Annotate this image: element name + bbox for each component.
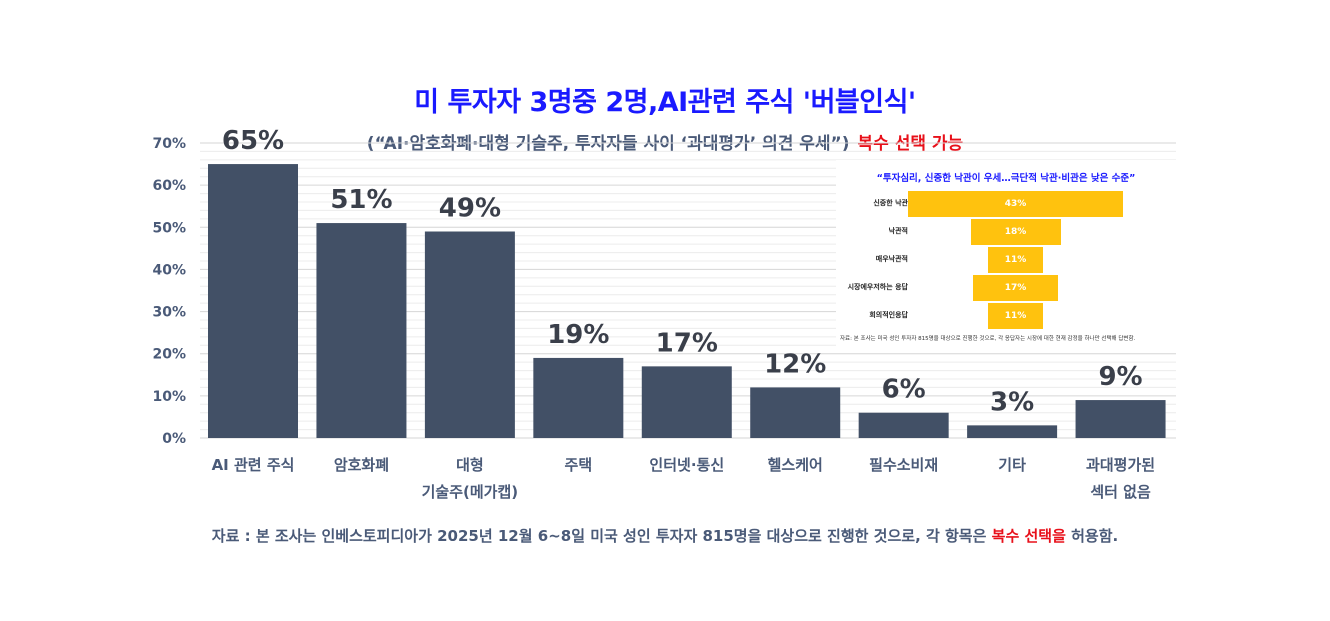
chart-subtitle: (“AI·암호화폐·대형 기술주, 투자자들 사이 ‘과대평가’ 의견 우세”) [366, 134, 850, 154]
source-note-text: 자료 : 본 조사는 인베스토피디아가 2025년 12월 6~8일 미국 성인… [211, 527, 992, 545]
y-tick-label: 60% [152, 178, 186, 194]
inset-category-label: 매우낙관적 [875, 255, 908, 263]
category-label: 헬스케어 [768, 456, 823, 474]
inset-row: 매우낙관적 11% [836, 247, 1176, 273]
bar-value-label: 6% [882, 375, 926, 405]
bar [533, 357, 624, 438]
inset-row: 시장에우저하는 응답 17% [836, 275, 1176, 301]
sentiment-inset-chart: “투자심리, 신중한 낙관이 우세…극단적 낙관·비관은 낮은 수준” 자료: … [836, 160, 1176, 350]
category-label: 섹터 없음 [1090, 483, 1151, 501]
multi-select-note: 복수 선택 가능 [857, 134, 964, 154]
y-tick-label: 20% [152, 347, 186, 363]
category-label: AI 관련 주식 [212, 456, 295, 474]
inset-category-label: 신중한 낙관 [873, 199, 908, 207]
bar [750, 387, 841, 438]
bars [208, 164, 1166, 439]
category-label: 기타 [998, 456, 1026, 474]
value-labels: 65% 51% 49% 19% 17% 12% 6% 3% 9% [222, 126, 1143, 417]
y-tick-label: 50% [152, 220, 186, 236]
bar-value-label: 51% [330, 185, 392, 215]
bar [316, 223, 407, 438]
inset-value-label: 11% [1004, 311, 1027, 321]
inset-bar: 11% [988, 303, 1043, 329]
inset-value-label: 11% [1004, 255, 1027, 265]
y-tick-label: 40% [152, 262, 186, 278]
inset-category-label: 회의적인응답 [869, 311, 908, 319]
inset-bar: 18% [970, 219, 1061, 245]
inset-row: 낙관적 18% [836, 219, 1176, 245]
y-tick-label: 10% [152, 389, 186, 405]
inset-row: 회의적인응답 11% [836, 303, 1176, 329]
y-axis-ticks: 0% 10% 20% 30% 40% 50% 60% 70% [152, 136, 186, 447]
inset-value-label: 18% [1004, 227, 1027, 237]
bar-value-label: 12% [764, 349, 826, 379]
bar-value-label: 19% [547, 320, 609, 350]
source-note: 자료 : 본 조사는 인베스토피디아가 2025년 12월 6~8일 미국 성인… [0, 525, 1330, 546]
category-label: 과대평가된 [1086, 456, 1155, 474]
bar-value-label: 65% [222, 126, 284, 156]
bar-value-label: 9% [1098, 362, 1142, 392]
y-tick-label: 0% [162, 431, 186, 447]
inset-value-label: 43% [1004, 199, 1027, 209]
inset-footnote: 자료: 본 조사는 미국 성인 투자자 815명을 대상으로 진행한 것으로, … [840, 336, 1136, 342]
source-note-suffix: 허용함. [1065, 527, 1119, 545]
inset-value-label: 17% [1004, 283, 1027, 293]
bar [858, 412, 949, 438]
source-note-highlight: 복수 선택을 [991, 527, 1066, 545]
bar-value-label: 49% [439, 194, 501, 224]
y-tick-label: 30% [152, 305, 186, 321]
inset-bar: 17% [973, 275, 1058, 301]
bar-value-label: 17% [656, 328, 718, 358]
inset-bar: 43% [908, 191, 1123, 217]
inset-category-label: 낙관적 [888, 227, 908, 235]
bar [1075, 400, 1166, 438]
bar [208, 164, 298, 439]
inset-category-label: 시장에우저하는 응답 [847, 283, 908, 291]
y-tick-label: 70% [152, 136, 186, 152]
category-label: 필수소비재 [869, 456, 938, 474]
bar [641, 366, 732, 438]
category-label: 주택 [565, 456, 593, 474]
category-label: 암호화폐 [334, 456, 389, 474]
inset-bar: 11% [988, 247, 1043, 273]
bar [424, 231, 515, 438]
bar-value-label: 3% [990, 387, 1034, 417]
inset-title: “투자심리, 신중한 낙관이 우세…극단적 낙관·비관은 낮은 수준” [876, 173, 1136, 184]
subtitle-row: (“AI·암호화폐·대형 기술주, 투자자들 사이 ‘과대평가’ 의견 우세”)… [0, 129, 1330, 154]
inset-row: 신중한 낙관 43% [836, 191, 1176, 217]
chart-title: 미 투자자 3명중 2명,AI관련 주식 '버블인식' [414, 87, 916, 118]
category-label: 대형 [456, 456, 484, 474]
category-label: 인터넷·통신 [649, 456, 724, 474]
bar [967, 425, 1058, 438]
category-label: 기술주(메가캡) [422, 483, 519, 501]
